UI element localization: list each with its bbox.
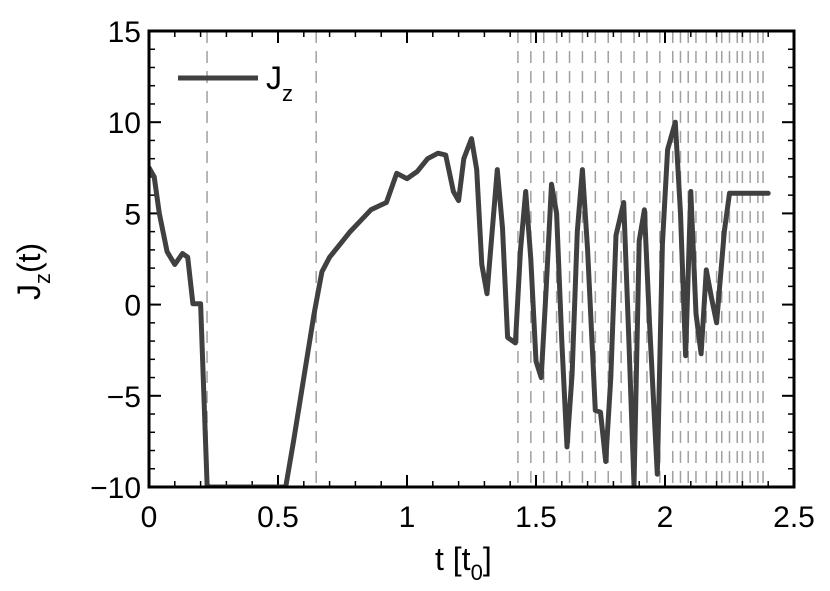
y-axis-label: Jz(t) [11,243,55,300]
axis-ticks [148,30,795,488]
y-tick-label-3: 5 [124,198,141,231]
x-tick-label-3: 1.5 [515,501,557,534]
y-tick-label-1: −5 [107,381,141,414]
x-tick-label-5: 2.5 [773,501,815,534]
plot-frame [147,29,796,489]
y-tick-label-2: 0 [124,290,141,323]
series-line-0 [149,119,771,487]
y-tick-label-4: 10 [108,107,141,140]
y-tick-label-0: −10 [90,472,141,505]
x-tick-label-1: 0.5 [257,501,299,534]
x-tick-label-4: 2 [657,501,674,534]
y-tick-label-5: 15 [108,16,141,49]
x-axis-label: t [t0] [435,541,492,585]
x-tick-label-0: 0 [141,501,158,534]
legend: Jz [178,60,293,106]
x-tick-label-2: 1 [399,501,416,534]
series-group [149,119,771,487]
legend-label: Jz [266,60,293,106]
tick-labels: 0 0.5 1 1.5 2 2.5 −10 −5 0 5 10 15 [90,16,815,534]
